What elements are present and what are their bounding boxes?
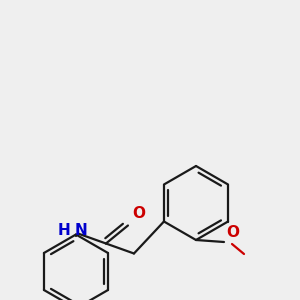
Text: N: N <box>75 223 88 238</box>
Text: H: H <box>58 223 70 238</box>
Text: O: O <box>226 225 239 240</box>
Text: O: O <box>132 206 145 221</box>
